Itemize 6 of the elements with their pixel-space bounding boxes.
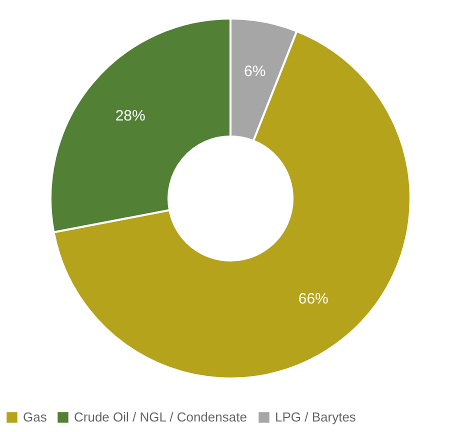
legend-label: Gas [23, 409, 48, 424]
data-label: 66% [298, 290, 328, 308]
data-label: 28% [115, 108, 146, 125]
legend-label: Crude Oil / NGL / Condensate [74, 409, 247, 424]
legend-label: LPG / Barytes [275, 409, 356, 424]
data-label: 6% [244, 62, 266, 80]
